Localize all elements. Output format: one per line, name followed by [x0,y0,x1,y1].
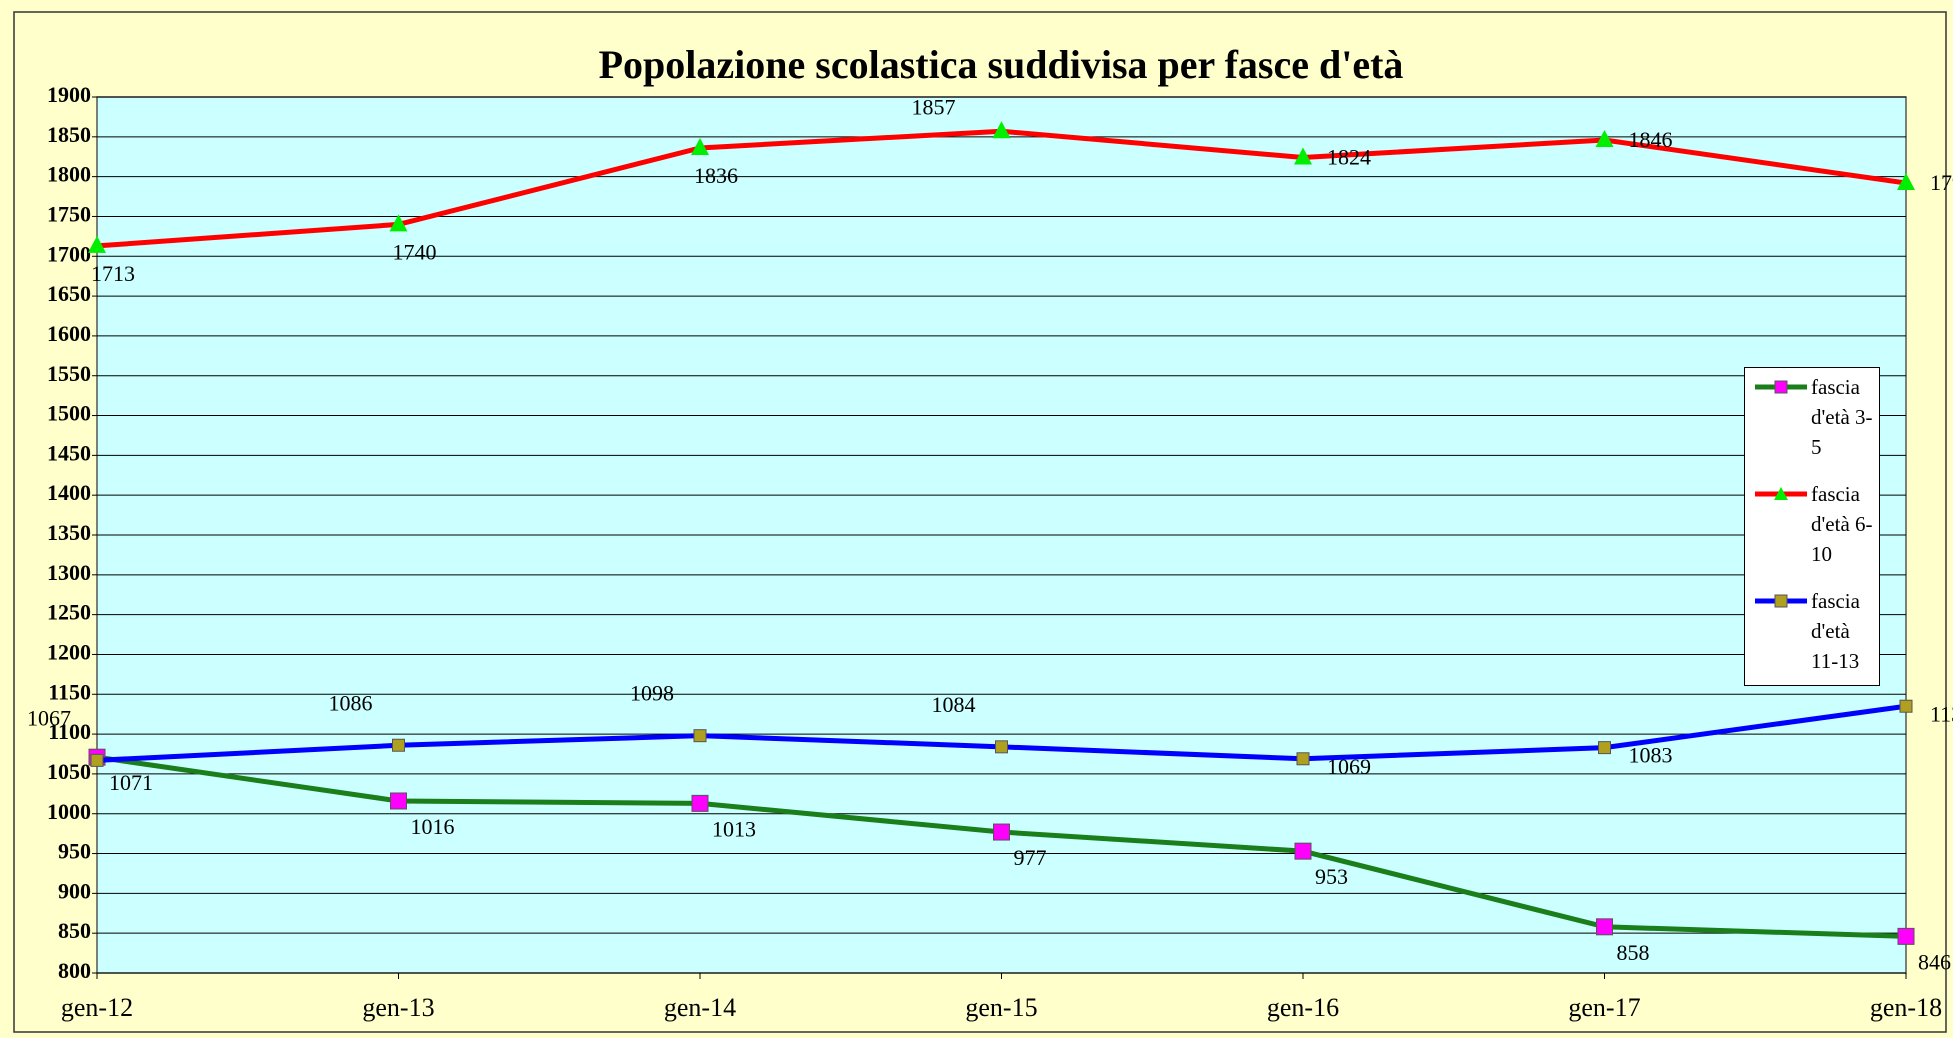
point-marker [1296,752,1310,766]
point-marker [1897,173,1915,191]
data-label: 1084 [932,692,976,717]
point-marker [1598,741,1611,755]
y-tick-label: 1100 [48,719,91,744]
y-tick-label: 1500 [47,401,91,426]
point-marker [1595,130,1614,148]
y-tick-label: 1700 [47,241,91,266]
y-tick-label: 1050 [47,759,91,784]
x-tick-label: gen-17 [1568,993,1640,1022]
data-label: 1071 [109,770,153,795]
data-label: 1836 [694,163,738,188]
legend-label: fascia d'età 11-13 [1811,589,1860,673]
y-tick-label: 1450 [47,440,91,465]
legend-marker [1774,594,1788,608]
point-marker [995,740,1008,754]
y-tick-label: 1800 [47,162,91,187]
x-tick-label: gen-16 [1267,993,1339,1022]
y-tick-label: 800 [58,958,91,983]
data-label: 1016 [411,814,455,839]
data-label: 1086 [329,690,373,715]
y-tick-label: 1900 [47,82,91,107]
y-tick-label: 1850 [47,122,91,147]
x-tick-label: gen-14 [664,993,736,1022]
data-label: 1857 [912,94,956,119]
y-tick-label: 1400 [47,480,91,505]
y-tick-label: 1150 [48,679,91,704]
y-tick-label: 1350 [47,520,91,545]
y-tick-label: 1650 [47,281,91,306]
point-marker [1294,147,1312,165]
data-label: 1713 [91,261,135,286]
point-marker [693,729,707,743]
legend-swatch [1755,487,1807,500]
data-label: 1067 [27,705,71,730]
chart-title: Popolazione scolastica suddivisa per fas… [599,42,1404,87]
point-marker [389,214,408,232]
point-marker [392,738,405,752]
legend-swatch [1755,594,1807,608]
point-marker [1897,927,1915,945]
data-label: 1083 [1629,743,1673,768]
data-label: 1069 [1327,754,1371,779]
legend: fascia d'età 3-5 fascia d'età 6-10 fascia … [1744,367,1880,686]
y-tick-label: 1600 [47,321,91,346]
x-tick-label: gen-18 [1870,993,1942,1022]
data-label: 1013 [712,816,756,841]
legend-swatch [1755,380,1807,394]
y-tick-label: 1250 [47,600,91,625]
legend-marker [1774,487,1788,500]
y-tick-label: 1550 [47,361,91,386]
point-marker [390,792,407,810]
y-tick-label: 1300 [47,560,91,585]
y-tick-label: 1000 [47,799,91,824]
point-marker [993,823,1010,841]
x-tick-label: gen-13 [362,993,434,1022]
x-tick-label: gen-15 [965,993,1037,1022]
point-marker [691,137,709,155]
point-marker [1294,842,1312,860]
legend-label: fascia d'età 3-5 [1811,375,1873,459]
data-label: 1846 [1629,127,1673,152]
x-tick-label: gen-12 [61,993,133,1022]
point-marker [1899,699,1913,713]
data-label: 1135 [1930,701,1953,726]
data-label: 977 [1014,845,1047,870]
data-label: 1740 [393,239,437,264]
y-tick-label: 1200 [47,640,91,665]
data-label: 1792 [1930,170,1953,195]
data-label: 846 [1918,949,1951,974]
point-marker [992,121,1011,139]
legend-marker [1774,380,1788,394]
point-marker [1596,918,1613,936]
data-label: 953 [1315,864,1348,889]
point-marker [88,235,106,253]
data-label: 858 [1617,940,1650,965]
data-label: 1098 [630,681,674,706]
point-marker [691,794,709,812]
y-tick-label: 1750 [47,202,91,227]
point-marker [90,753,104,767]
data-label: 1824 [1327,145,1371,170]
y-tick-label: 850 [58,918,91,943]
y-tick-label: 950 [58,839,91,864]
y-tick-label: 900 [58,878,91,903]
legend-label: fascia d'età 6-10 [1811,482,1873,566]
